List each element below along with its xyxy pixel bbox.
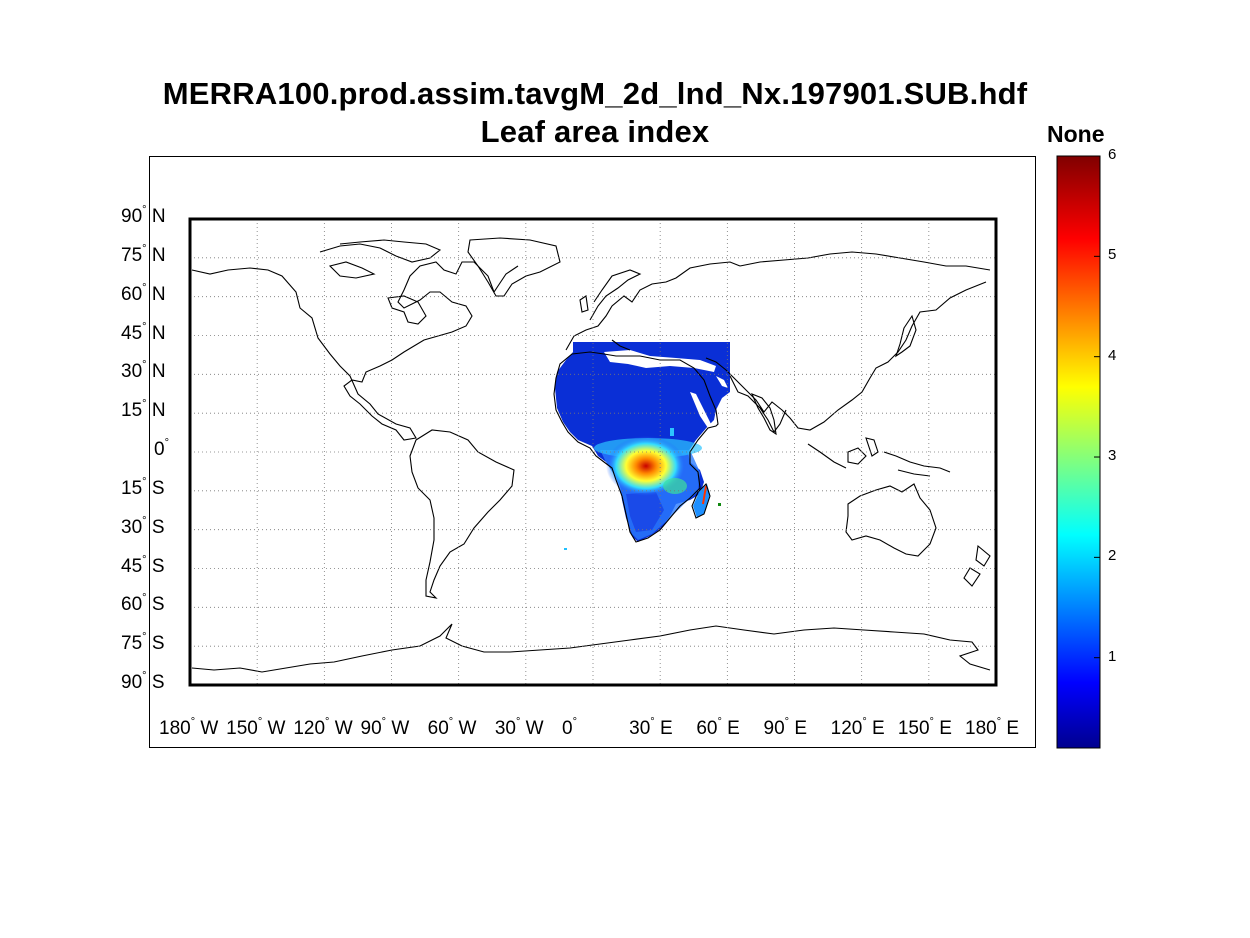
madagascar-east-coast-high xyxy=(702,485,707,505)
kalahari-blue xyxy=(626,492,664,532)
coast-antarctica xyxy=(191,623,991,673)
colorbar-tick-label: 1 xyxy=(1108,647,1117,665)
coast-north-america xyxy=(191,261,519,441)
variable-title: Leaf area index xyxy=(480,114,710,149)
latitude-label: 0° xyxy=(154,437,169,460)
map-title: MERRA100.prod.assim.tavgM_2d_lnd_Nx.1979… xyxy=(162,76,1028,111)
latitude-label: 75° N xyxy=(121,242,166,266)
coast-greenland xyxy=(467,237,561,297)
longitude-label: 90° E xyxy=(763,716,808,739)
axes-box xyxy=(149,156,1036,748)
longitude-label: 60° E xyxy=(696,716,740,739)
east-africa-green xyxy=(663,478,687,494)
longitude-label: 180° E xyxy=(965,716,1020,739)
longitude-label: 150° W xyxy=(226,716,286,739)
island-pixel xyxy=(718,503,721,506)
longitude-label: 120° E xyxy=(830,716,885,739)
map-frame xyxy=(188,217,998,687)
coast-india xyxy=(750,392,777,436)
coast-japan xyxy=(894,314,917,358)
island-pixel xyxy=(564,548,567,550)
colorbar-tick-marks xyxy=(1094,155,1100,659)
grid-lines xyxy=(190,219,996,685)
longitude-label: 150° E xyxy=(897,716,952,739)
longitude-label: 30° E xyxy=(629,716,673,739)
coast-madagascar xyxy=(691,482,711,519)
coast-asia xyxy=(705,251,991,434)
coast-new-zealand xyxy=(963,544,991,587)
persian-gulf-gap xyxy=(716,376,728,388)
coast-europe xyxy=(565,261,741,351)
coastlines xyxy=(191,237,991,673)
latitude-label: 60° S xyxy=(121,592,165,616)
longitude-label: 30° W xyxy=(494,716,544,739)
colorbar-tick-label: 4 xyxy=(1108,346,1117,364)
colorbar-tick-label: 3 xyxy=(1108,447,1117,465)
coast-australia xyxy=(845,483,937,557)
latitude-label: 90° N xyxy=(121,204,166,227)
latitude-label: 30° S xyxy=(121,514,165,538)
red-sea-gap xyxy=(690,392,712,428)
data-raster xyxy=(555,342,730,550)
latitude-label: 75° S xyxy=(121,631,165,655)
colorbar-tick-label: 6 xyxy=(1108,146,1117,163)
latitude-label: 45° N xyxy=(121,320,166,344)
longitude-label: 120° W xyxy=(293,716,353,739)
coast-africa xyxy=(553,351,719,543)
coast-arctic-islands xyxy=(319,239,442,279)
latitude-label: 15° N xyxy=(121,398,166,422)
latitude-label: 90° S xyxy=(121,670,165,693)
east-africa-highland-pixel xyxy=(670,428,674,436)
colorbar-unit-label: None xyxy=(1047,121,1105,147)
longitude-label: 60° W xyxy=(427,716,477,739)
colorbar xyxy=(1056,155,1101,749)
coast-hudson-bay xyxy=(387,295,427,325)
longitude-label: 0° xyxy=(562,716,577,739)
latitude-label: 45° S xyxy=(121,553,165,577)
coast-south-america xyxy=(409,429,515,599)
latitude-label: 60° N xyxy=(121,281,166,305)
latitude-label: 15° S xyxy=(121,475,165,499)
latitude-label: 30° N xyxy=(121,359,166,383)
longitude-label: 180° W xyxy=(159,716,219,739)
colorbar-tick-label: 5 xyxy=(1108,246,1117,264)
longitude-label: 90° W xyxy=(360,716,410,739)
colorbar-tick-label: 2 xyxy=(1108,547,1117,565)
